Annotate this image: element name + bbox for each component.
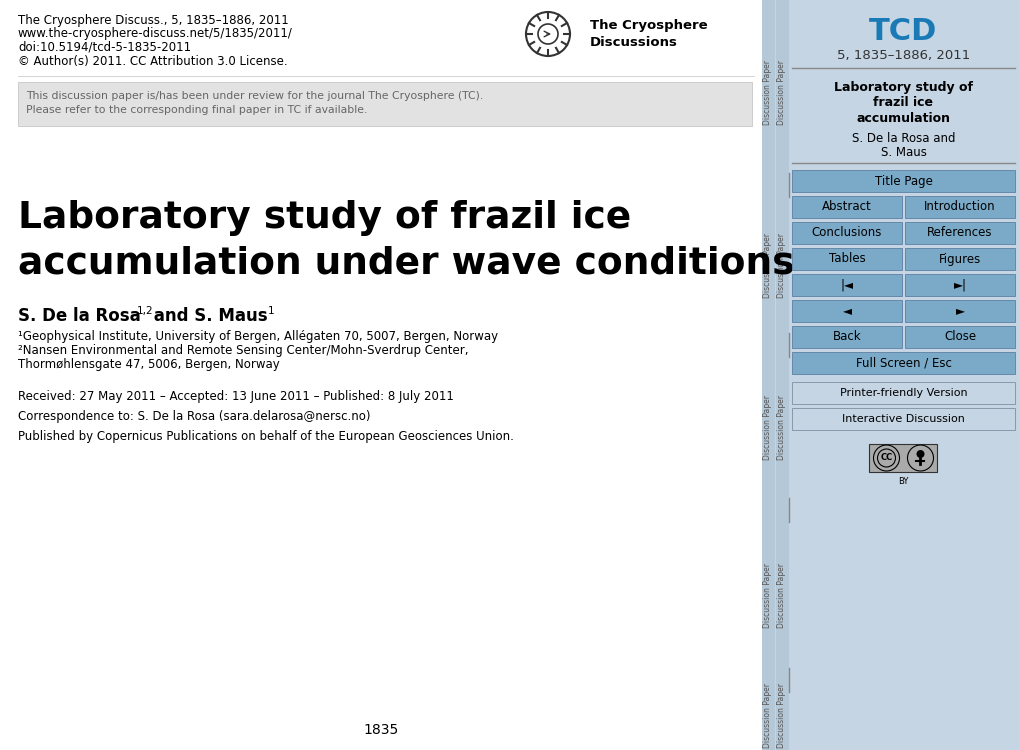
Text: ²Nansen Environmental and Remote Sensing Center/Mohn-Sverdrup Center,: ²Nansen Environmental and Remote Sensing… <box>18 344 468 357</box>
Text: Please refer to the corresponding final paper in TC if available.: Please refer to the corresponding final … <box>25 105 367 115</box>
Text: This discussion paper is/has been under review for the journal The Cryosphere (T: This discussion paper is/has been under … <box>25 91 483 101</box>
FancyBboxPatch shape <box>904 248 1014 270</box>
Text: Discussion Paper: Discussion Paper <box>763 395 771 460</box>
Text: Discussion Paper: Discussion Paper <box>763 562 771 628</box>
Text: accumulation under wave conditions: accumulation under wave conditions <box>18 245 794 281</box>
Text: ¹Geophysical Institute, University of Bergen, Allégaten 70, 5007, Bergen, Norway: ¹Geophysical Institute, University of Be… <box>18 330 497 343</box>
FancyBboxPatch shape <box>904 300 1014 322</box>
Text: ►|: ►| <box>953 278 966 292</box>
Text: Discussion Paper: Discussion Paper <box>776 562 786 628</box>
Text: BY: BY <box>898 477 908 486</box>
Text: Correspondence to: S. De la Rosa (sara.delarosa@nersc.no): Correspondence to: S. De la Rosa (sara.d… <box>18 410 370 423</box>
Text: Discussion Paper: Discussion Paper <box>763 682 771 748</box>
FancyBboxPatch shape <box>904 196 1014 218</box>
Text: Discussion Paper: Discussion Paper <box>776 60 786 125</box>
Text: S. De la Rosa: S. De la Rosa <box>18 307 141 325</box>
Text: Title Page: Title Page <box>873 175 931 188</box>
Circle shape <box>916 450 923 458</box>
Text: frazil ice: frazil ice <box>872 97 932 109</box>
Bar <box>761 0 774 750</box>
Bar <box>868 444 936 472</box>
Text: Close: Close <box>943 331 975 344</box>
FancyBboxPatch shape <box>791 300 901 322</box>
Text: Discussions: Discussions <box>589 37 678 50</box>
FancyBboxPatch shape <box>904 326 1014 348</box>
FancyBboxPatch shape <box>791 274 901 296</box>
Text: Discussion Paper: Discussion Paper <box>763 232 771 298</box>
Text: The Cryosphere Discuss., 5, 1835–1886, 2011: The Cryosphere Discuss., 5, 1835–1886, 2… <box>18 14 288 27</box>
Text: 1835: 1835 <box>363 723 398 737</box>
Text: Introduction: Introduction <box>923 200 995 214</box>
Text: 1: 1 <box>268 306 274 316</box>
Text: ►: ► <box>955 304 964 317</box>
Bar <box>775 0 789 750</box>
FancyBboxPatch shape <box>791 248 901 270</box>
Text: Discussion Paper: Discussion Paper <box>776 395 786 460</box>
Bar <box>18 82 751 126</box>
Text: Laboratory study of: Laboratory study of <box>834 82 972 94</box>
Text: Received: 27 May 2011 – Accepted: 13 June 2011 – Published: 8 July 2011: Received: 27 May 2011 – Accepted: 13 Jun… <box>18 390 453 403</box>
FancyBboxPatch shape <box>791 222 901 244</box>
Text: Conclusions: Conclusions <box>811 226 881 239</box>
Text: Full Screen / Esc: Full Screen / Esc <box>855 356 951 370</box>
Text: S. Maus: S. Maus <box>879 146 925 158</box>
Text: © Author(s) 2011. CC Attribution 3.0 License.: © Author(s) 2011. CC Attribution 3.0 Lic… <box>18 55 287 68</box>
FancyBboxPatch shape <box>904 222 1014 244</box>
FancyBboxPatch shape <box>904 274 1014 296</box>
Circle shape <box>876 449 895 467</box>
Text: ◄: ◄ <box>842 304 851 317</box>
FancyBboxPatch shape <box>791 352 1014 374</box>
Text: Discussion Paper: Discussion Paper <box>763 60 771 125</box>
Bar <box>761 0 1019 750</box>
Text: doi:10.5194/tcd-5-1835-2011: doi:10.5194/tcd-5-1835-2011 <box>18 41 191 54</box>
Text: Back: Back <box>832 331 860 344</box>
Text: Discussion Paper: Discussion Paper <box>776 682 786 748</box>
Text: Printer-friendly Version: Printer-friendly Version <box>839 388 966 398</box>
Text: Laboratory study of frazil ice: Laboratory study of frazil ice <box>18 200 631 236</box>
Text: Discussion Paper: Discussion Paper <box>776 232 786 298</box>
FancyBboxPatch shape <box>791 196 901 218</box>
Text: Interactive Discussion: Interactive Discussion <box>842 414 964 424</box>
FancyBboxPatch shape <box>791 170 1014 192</box>
Text: Figures: Figures <box>937 253 980 266</box>
Text: TCD: TCD <box>868 17 936 46</box>
Text: 1,2: 1,2 <box>137 306 154 316</box>
Text: Tables: Tables <box>827 253 864 266</box>
Text: and S. Maus: and S. Maus <box>148 307 267 325</box>
Text: Published by Copernicus Publications on behalf of the European Geosciences Union: Published by Copernicus Publications on … <box>18 430 514 443</box>
Text: CC: CC <box>879 454 892 463</box>
Text: Thormøhlensgate 47, 5006, Bergen, Norway: Thormøhlensgate 47, 5006, Bergen, Norway <box>18 358 279 371</box>
Circle shape <box>907 445 932 471</box>
FancyBboxPatch shape <box>791 326 901 348</box>
Text: accumulation: accumulation <box>856 112 950 125</box>
Text: References: References <box>926 226 991 239</box>
Text: The Cryosphere: The Cryosphere <box>589 19 707 32</box>
FancyBboxPatch shape <box>791 408 1014 430</box>
Circle shape <box>872 445 899 471</box>
Text: Abstract: Abstract <box>821 200 871 214</box>
Text: |◄: |◄ <box>840 278 853 292</box>
Text: S. De la Rosa and: S. De la Rosa and <box>851 131 955 145</box>
Text: www.the-cryosphere-discuss.net/5/1835/2011/: www.the-cryosphere-discuss.net/5/1835/20… <box>18 28 292 40</box>
Text: 5, 1835–1886, 2011: 5, 1835–1886, 2011 <box>836 50 969 62</box>
FancyBboxPatch shape <box>791 382 1014 404</box>
